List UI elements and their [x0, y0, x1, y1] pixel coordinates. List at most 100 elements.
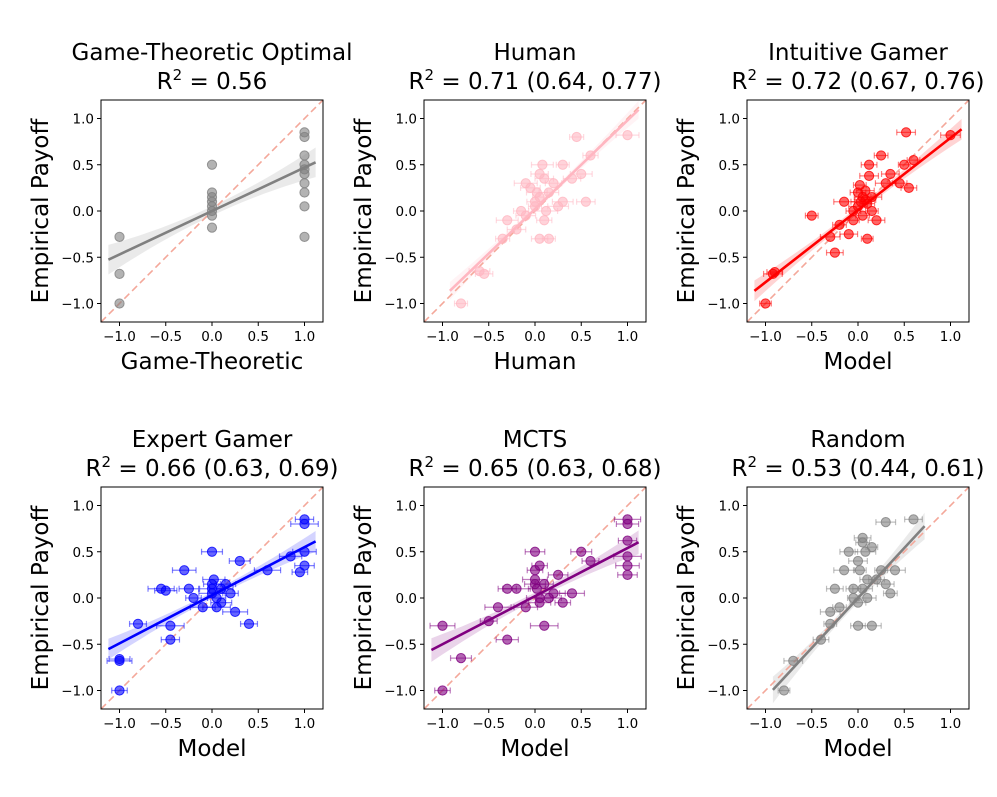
data-point [502, 215, 513, 226]
data-point [571, 131, 582, 143]
data-point [876, 150, 887, 161]
y-tick-label: −0.5 [384, 250, 417, 266]
data-point [534, 560, 545, 571]
x-tick-label: −0.5 [472, 329, 505, 345]
y-tick-label: −0.5 [384, 637, 417, 653]
subplot-title: Intuitive Gamer [768, 40, 948, 66]
x-tick-label: 1.0 [940, 329, 961, 345]
data-point [206, 583, 218, 594]
data-point [225, 588, 236, 599]
y-tick-label: 0.0 [719, 591, 740, 607]
x-tick-label: 0.5 [571, 329, 592, 345]
x-tick-label: −0.5 [795, 329, 828, 345]
data-point [541, 205, 552, 217]
data-point [806, 210, 817, 221]
y-axis-label: Empirical Payoff [351, 505, 377, 691]
x-tick-label: 0.0 [847, 716, 868, 732]
x-tick-label: −1.0 [103, 716, 136, 732]
plot-area [101, 100, 323, 322]
y-tick-label: 1.0 [719, 499, 740, 515]
data-point [557, 597, 568, 608]
y-axis-label: Empirical Payoff [351, 118, 377, 304]
r2-label: R2 = 0.66 (0.63, 0.69) [86, 453, 339, 482]
y-tick-label: −1.0 [384, 297, 417, 313]
data-point [299, 187, 310, 198]
y-tick-label: −1.0 [707, 297, 740, 313]
data-point [553, 569, 564, 580]
fit-line [753, 128, 963, 292]
y-tick-label: 0.0 [396, 591, 417, 607]
data-point [889, 565, 901, 576]
data-point [294, 567, 305, 578]
data-point [866, 542, 877, 553]
data-point [539, 579, 550, 590]
x-tick-label: −1.0 [426, 329, 459, 345]
data-point [179, 565, 190, 576]
data-point [132, 618, 144, 630]
x-tick-label: 1.0 [294, 716, 315, 732]
x-axis-label: Human [494, 349, 577, 375]
data-point [206, 222, 218, 233]
subplot-title: MCTS [503, 427, 568, 453]
data-point [543, 592, 554, 604]
data-point [576, 168, 587, 180]
plot-area [747, 100, 969, 322]
fit-line [448, 108, 640, 292]
data-point [539, 215, 550, 226]
data-point [901, 127, 912, 138]
x-tick-label: −1.0 [103, 329, 136, 345]
data-point [585, 555, 596, 567]
y-tick-label: 1.0 [719, 112, 740, 128]
data-point [208, 574, 219, 585]
data-point [502, 634, 513, 645]
x-tick-label: −0.5 [149, 716, 182, 732]
data-point [857, 537, 868, 548]
x-tick-label: 0.5 [571, 716, 592, 732]
data-point [299, 178, 310, 189]
y-tick-label: 0.0 [73, 204, 94, 220]
subplot-title: Human [494, 40, 577, 66]
data-point [299, 518, 310, 530]
y-tick-label: −1.0 [61, 684, 94, 700]
data-point [299, 231, 310, 242]
data-point [839, 196, 850, 207]
data-point [866, 620, 877, 631]
data-point [903, 182, 914, 193]
data-point [234, 555, 245, 567]
data-point [529, 546, 541, 557]
r2-label: R2 = 0.53 (0.44, 0.61) [732, 453, 985, 482]
x-tick-label: 1.0 [294, 329, 315, 345]
data-point [511, 583, 522, 594]
subplot-title: Expert Gamer [132, 427, 293, 453]
x-tick-label: 0.5 [894, 716, 915, 732]
x-tick-label: 0.0 [524, 329, 545, 345]
data-point [114, 268, 125, 279]
data-point [825, 606, 836, 617]
data-point [580, 196, 591, 207]
data-point [852, 555, 864, 567]
fit-line [107, 161, 317, 261]
x-axis-label: Model [823, 736, 892, 762]
data-point [520, 210, 531, 221]
y-tick-label: −0.5 [61, 637, 94, 653]
y-axis-label: Empirical Payoff [28, 118, 54, 304]
data-point [864, 170, 875, 181]
y-tick-label: −0.5 [707, 637, 740, 653]
data-point [206, 159, 218, 170]
data-point [160, 585, 171, 596]
x-tick-label: −0.5 [149, 329, 182, 345]
y-tick-label: 0.5 [396, 545, 417, 561]
data-point [539, 620, 550, 631]
y-tick-label: 0.0 [73, 591, 94, 607]
data-point [543, 233, 554, 244]
subplot-0: −1.0 −0.5 0.0 0.5 1.0 −1.0 −0.5 0.0 0.5 1.0 Game-T… [28, 40, 352, 375]
data-point [788, 655, 799, 667]
y-tick-label: 0.5 [73, 158, 94, 174]
data-point [899, 159, 910, 170]
data-point [852, 620, 864, 631]
data-point [864, 159, 875, 170]
data-point [548, 178, 559, 189]
x-axis-label: Model [823, 349, 892, 375]
data-point [885, 168, 896, 180]
